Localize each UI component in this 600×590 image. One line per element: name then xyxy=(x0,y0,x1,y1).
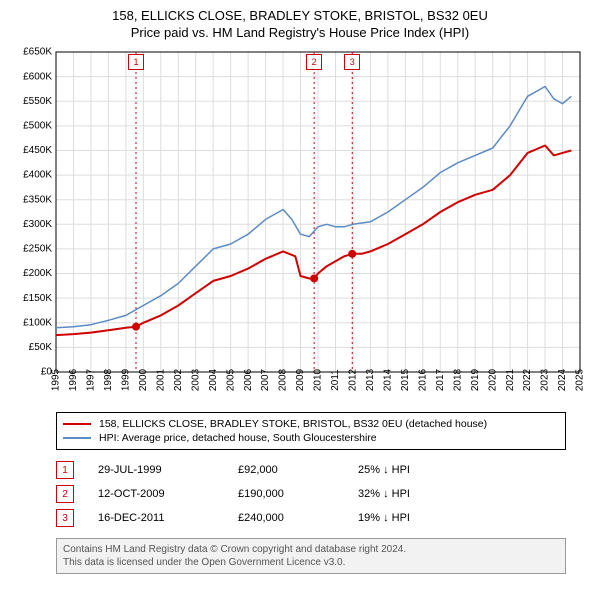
event-price: £190,000 xyxy=(238,488,358,500)
event-date: 12-OCT-2009 xyxy=(98,488,238,500)
events-table: 1 29-JUL-1999£92,00025% ↓ HPI 2 12-OCT-2009… xyxy=(56,454,566,534)
event-row-badge: 1 xyxy=(56,461,74,479)
legend-swatch xyxy=(63,423,91,425)
line-chart-svg: £0£50K£100K£150K£200K£250K£300K£350K£400… xyxy=(10,46,590,406)
chart-plot: £0£50K£100K£150K£200K£250K£300K£350K£400… xyxy=(10,46,590,406)
chart-title-subtitle: Price paid vs. HM Land Registry's House … xyxy=(10,25,590,40)
event-badge-3: 3 xyxy=(344,54,360,70)
svg-text:£500K: £500K xyxy=(23,120,52,131)
attribution-line1: Contains HM Land Registry data © Crown c… xyxy=(63,543,559,556)
event-price: £240,000 xyxy=(238,512,358,524)
svg-text:£450K: £450K xyxy=(23,145,52,156)
legend: 158, ELLICKS CLOSE, BRADLEY STOKE, BRIST… xyxy=(56,412,566,450)
svg-text:£250K: £250K xyxy=(23,244,52,255)
event-date: 29-JUL-1999 xyxy=(98,464,238,476)
event-badge-2: 2 xyxy=(306,54,322,70)
legend-label: 158, ELLICKS CLOSE, BRADLEY STOKE, BRIST… xyxy=(99,418,487,430)
chart-title-address: 158, ELLICKS CLOSE, BRADLEY STOKE, BRIST… xyxy=(10,8,590,23)
attribution: Contains HM Land Registry data © Crown c… xyxy=(56,538,566,574)
attribution-line2: This data is licensed under the Open Gov… xyxy=(63,556,559,569)
svg-text:£100K: £100K xyxy=(23,317,52,328)
svg-text:£400K: £400K xyxy=(23,170,52,181)
event-row-badge: 2 xyxy=(56,485,74,503)
svg-text:£600K: £600K xyxy=(23,71,52,82)
svg-text:£650K: £650K xyxy=(23,47,52,58)
legend-label: HPI: Average price, detached house, Sout… xyxy=(99,432,377,444)
svg-text:£50K: £50K xyxy=(29,342,53,353)
event-diff: 25% ↓ HPI xyxy=(358,464,478,476)
legend-swatch xyxy=(63,437,91,439)
svg-text:£300K: £300K xyxy=(23,219,52,230)
event-date: 16-DEC-2011 xyxy=(98,512,238,524)
event-diff: 32% ↓ HPI xyxy=(358,488,478,500)
legend-item: 158, ELLICKS CLOSE, BRADLEY STOKE, BRIST… xyxy=(63,417,559,431)
svg-text:£350K: £350K xyxy=(23,194,52,205)
event-row: 1 29-JUL-1999£92,00025% ↓ HPI xyxy=(56,458,566,482)
event-row: 2 12-OCT-2009£190,00032% ↓ HPI xyxy=(56,482,566,506)
event-row: 3 16-DEC-2011£240,00019% ↓ HPI xyxy=(56,506,566,530)
legend-item: HPI: Average price, detached house, Sout… xyxy=(63,431,559,445)
svg-text:£200K: £200K xyxy=(23,268,52,279)
svg-text:£150K: £150K xyxy=(23,293,52,304)
event-row-badge: 3 xyxy=(56,509,74,527)
event-price: £92,000 xyxy=(238,464,358,476)
event-diff: 19% ↓ HPI xyxy=(358,512,478,524)
chart-container: 158, ELLICKS CLOSE, BRADLEY STOKE, BRIST… xyxy=(0,0,600,580)
svg-text:£550K: £550K xyxy=(23,96,52,107)
event-badge-1: 1 xyxy=(128,54,144,70)
